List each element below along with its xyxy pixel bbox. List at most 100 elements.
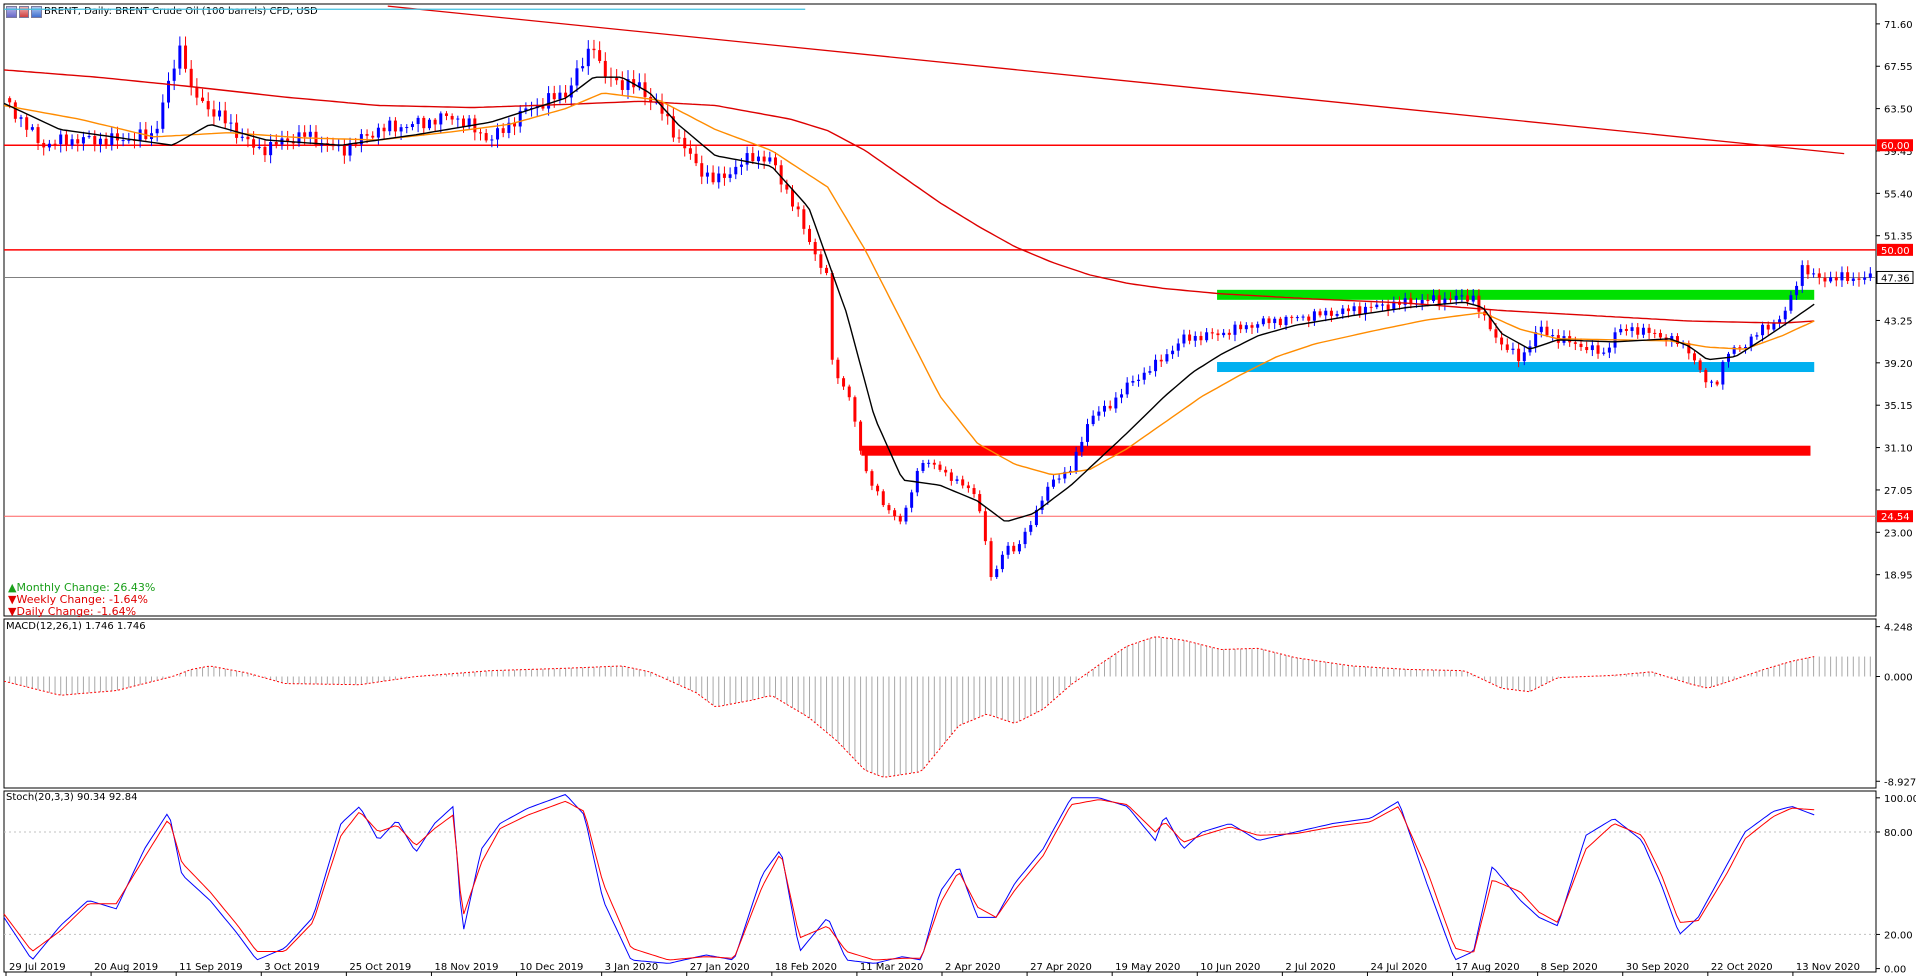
candle-body — [927, 462, 931, 464]
candle-body — [1500, 337, 1504, 345]
x-tick-label: 2 Apr 2020 — [945, 962, 1000, 973]
candle-body — [1165, 354, 1169, 362]
candle-body — [547, 93, 551, 109]
candle-body — [1449, 298, 1453, 301]
y-tick-label: 39.20 — [1884, 359, 1913, 370]
candle-body — [104, 138, 108, 146]
candle-body — [1732, 347, 1736, 354]
candle-body — [1051, 479, 1055, 487]
chart-type-icons[interactable] — [6, 6, 43, 18]
x-tick-label: 8 Sep 2020 — [1541, 962, 1598, 973]
candle-body — [1256, 324, 1260, 328]
candle-body — [1216, 333, 1220, 336]
candle-body — [484, 133, 488, 141]
candle-body — [1443, 298, 1447, 305]
y-tick-label: 59.45 — [1884, 147, 1913, 158]
chart-line-icon[interactable] — [31, 6, 43, 18]
candle-body — [1329, 310, 1333, 316]
candle-body — [246, 136, 250, 140]
candle-body — [53, 143, 57, 145]
candle-body — [524, 108, 528, 111]
candle-body — [1426, 299, 1430, 302]
candle-body — [944, 469, 948, 473]
stoch-tick-label: 80.00 — [1884, 828, 1913, 839]
candle-body — [881, 491, 885, 506]
candle-body — [1017, 544, 1021, 552]
candle-body — [257, 146, 261, 148]
candle-body — [144, 129, 148, 140]
candle-body — [1602, 352, 1606, 354]
candle-body — [745, 153, 749, 165]
candle-body — [1846, 272, 1850, 281]
x-tick-label: 19 May 2020 — [1115, 962, 1180, 973]
candle-body — [859, 421, 863, 451]
x-tick-label: 27 Jan 2020 — [690, 962, 750, 973]
x-tick-label: 3 Oct 2019 — [264, 962, 319, 973]
candle-body — [93, 136, 97, 145]
candle-body — [564, 92, 568, 98]
candle-body — [1851, 278, 1855, 281]
support-zone — [1217, 362, 1815, 373]
candle-body — [513, 122, 517, 127]
candle-body — [1244, 325, 1248, 330]
candle-body — [966, 485, 970, 489]
candle-body — [1545, 326, 1549, 336]
candle-body — [1312, 311, 1316, 321]
candle-body — [87, 136, 91, 138]
y-tick-label: 51.35 — [1884, 232, 1913, 243]
candle-body — [1205, 332, 1209, 341]
candle-body — [864, 450, 868, 472]
candle-body — [376, 127, 380, 138]
chart-bar-icon[interactable] — [6, 6, 17, 18]
chart-title: BRENT, Daily: BRENT Crude Oil (100 barre… — [44, 6, 318, 17]
trendline — [387, 5, 1845, 155]
candle-body — [1817, 273, 1821, 278]
candle-body — [1193, 335, 1197, 341]
stoch-tick-label: 20.00 — [1884, 930, 1913, 941]
candle-body — [416, 117, 420, 125]
chart-candle-icon[interactable] — [18, 6, 30, 18]
y-tick-label: 31.10 — [1884, 444, 1913, 455]
candle-body — [615, 77, 619, 81]
candle-body — [59, 134, 63, 145]
candle-body — [847, 386, 851, 398]
x-tick-label: 18 Nov 2019 — [434, 962, 498, 973]
y-tick-label: 55.40 — [1884, 189, 1913, 200]
candle-body — [1233, 324, 1237, 335]
candle-body — [206, 101, 210, 110]
candle-body — [887, 505, 891, 511]
daily-change-label: Daily Change: -1.64% — [16, 605, 137, 618]
candle-body — [64, 134, 68, 146]
candle-body — [1488, 315, 1492, 330]
weekly-change-label: Weekly Change: -1.64% — [16, 593, 148, 606]
candle-body — [1420, 299, 1424, 304]
ma-slow-line — [3, 69, 1815, 324]
candle-body — [121, 140, 125, 142]
candle-body — [161, 102, 165, 129]
candle-body — [467, 118, 471, 127]
candle-body — [569, 85, 573, 98]
candle-body — [1369, 306, 1373, 308]
candle-body — [813, 242, 817, 255]
candle-body — [172, 68, 176, 81]
candle-body — [1585, 346, 1589, 351]
candle-body — [768, 157, 772, 162]
candle-body — [308, 131, 312, 137]
candle-body — [598, 50, 602, 61]
candle-body — [1454, 295, 1458, 301]
candle-body — [13, 102, 17, 119]
candle-body — [1505, 344, 1509, 350]
candle-body — [501, 128, 505, 133]
candle-body — [705, 172, 709, 177]
candle-body — [904, 507, 908, 522]
y-tick-label: 67.55 — [1884, 62, 1913, 73]
candle-body — [995, 569, 999, 578]
x-tick-label: 10 Jun 2020 — [1200, 962, 1260, 973]
x-tick-label: 18 Feb 2020 — [775, 962, 837, 973]
candle-body — [1477, 295, 1481, 312]
candle-body — [110, 133, 114, 146]
candle-body — [342, 145, 346, 156]
y-tick-label: 18.95 — [1884, 571, 1913, 582]
candle-body — [427, 119, 431, 129]
